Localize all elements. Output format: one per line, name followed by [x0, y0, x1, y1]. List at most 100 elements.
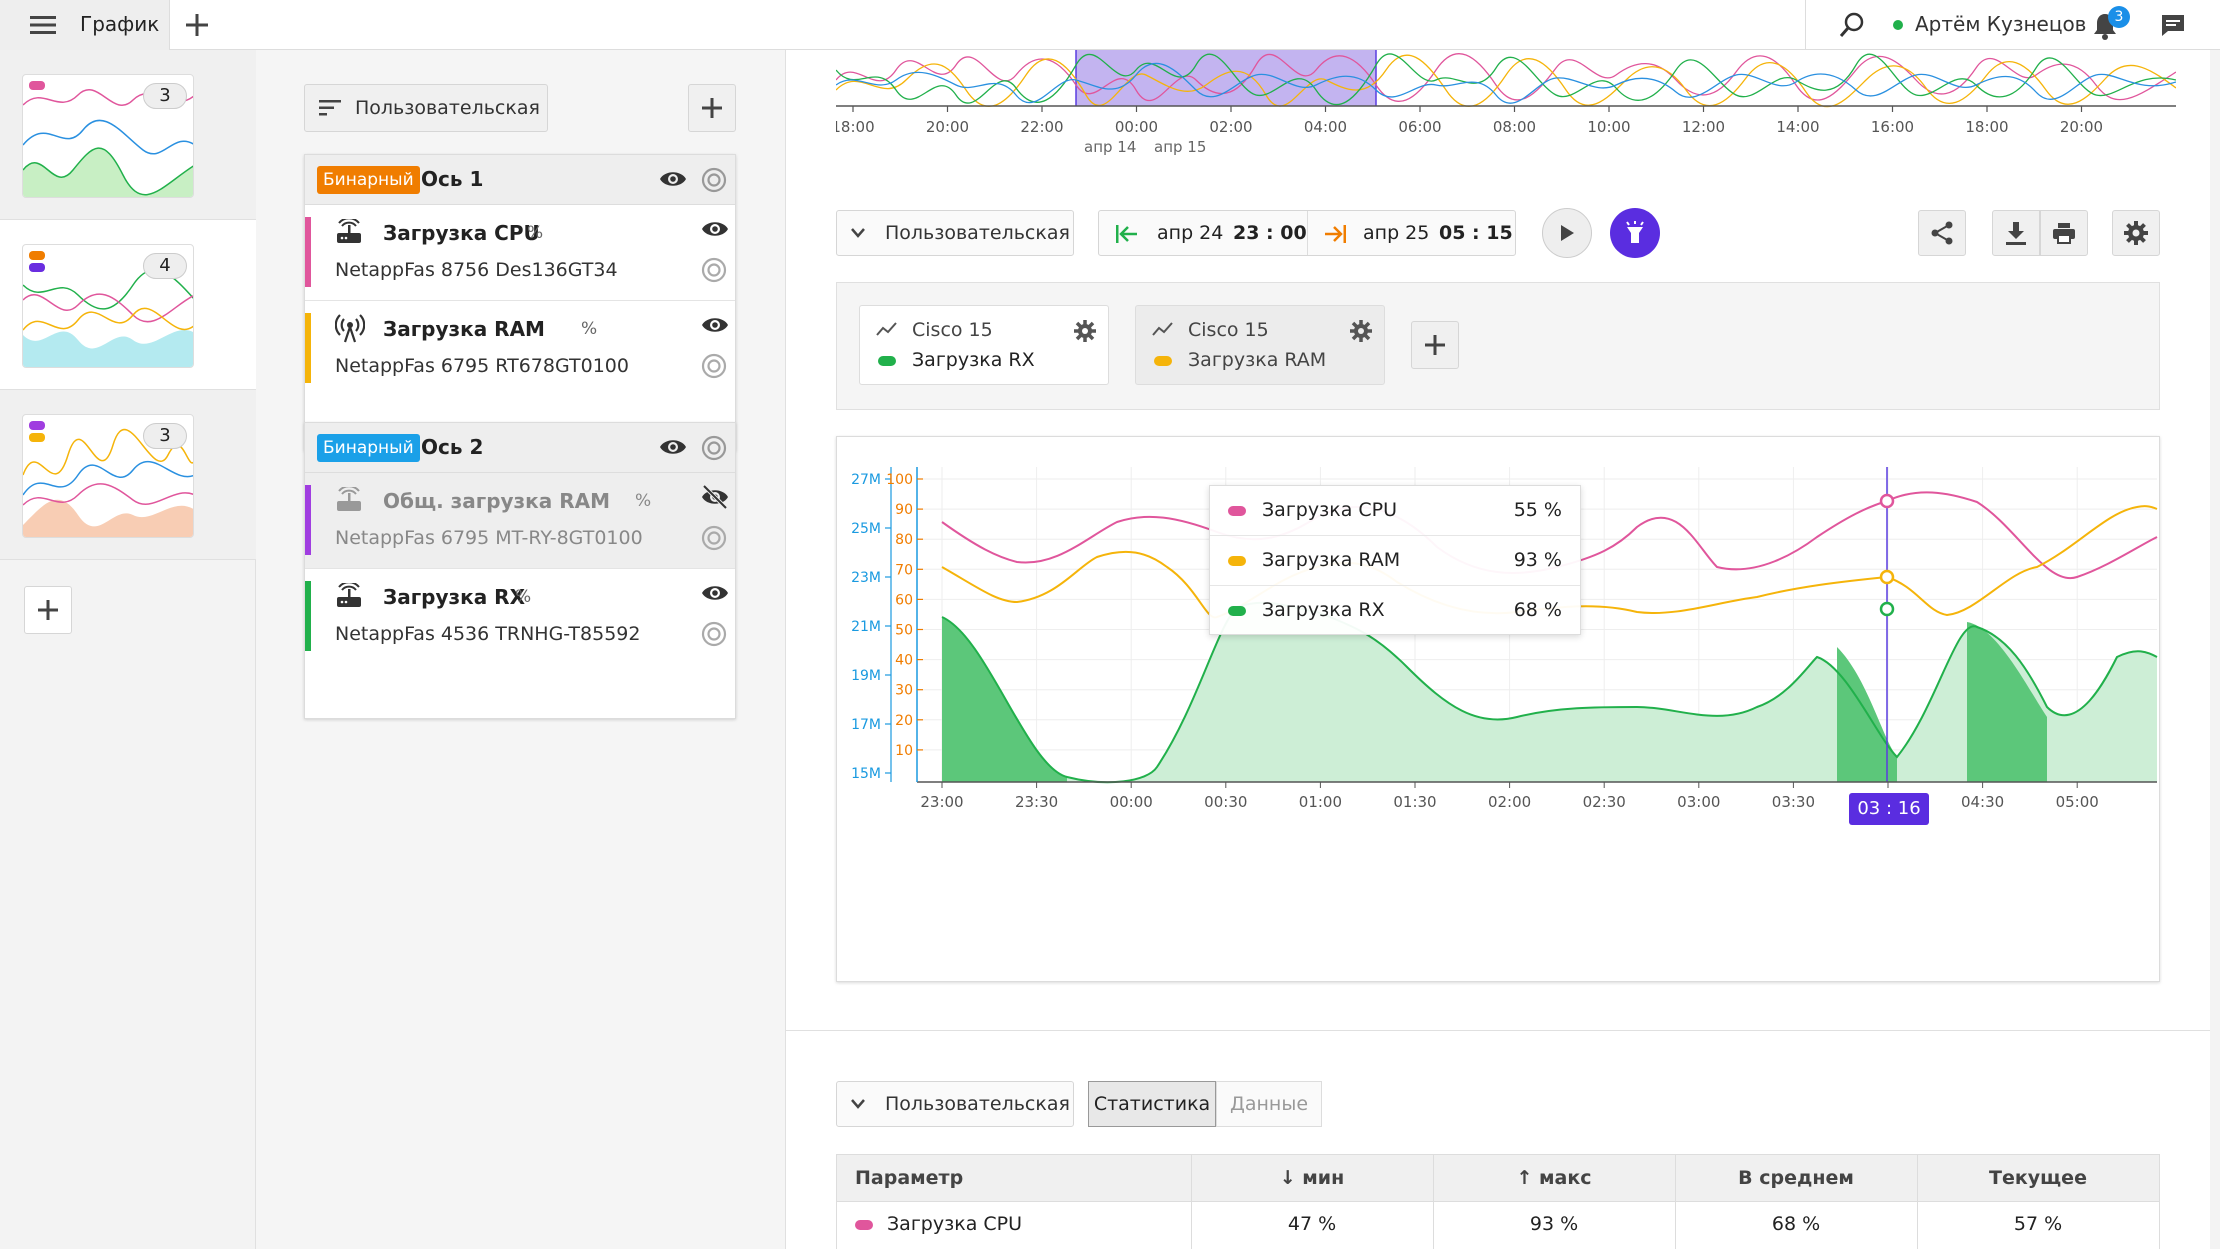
- axis-type-tag: Бинарный: [317, 434, 420, 462]
- main-chart[interactable]: 23:00 23:30 00:00 00:30 01:00 01:30 02:00 02:30…: [836, 436, 2160, 982]
- col-min[interactable]: ↓ мин: [1279, 1167, 1345, 1189]
- router-icon: [335, 487, 363, 513]
- time-range[interactable]: апр 24 23 : 00 апр 25 05 : 15: [1098, 210, 1516, 256]
- trend-icon: [876, 322, 898, 336]
- eye-icon[interactable]: [701, 315, 729, 335]
- target-icon[interactable]: [701, 353, 727, 379]
- overview-timeline[interactable]: 18:00 20:00 22:00 00:00 02:00 04:00 06:00 08:00…: [836, 50, 2176, 160]
- range-end-date[interactable]: апр 25: [1363, 222, 1430, 244]
- add-tab-icon[interactable]: [186, 14, 208, 36]
- thumbnail-chart-3[interactable]: 3: [22, 414, 194, 538]
- series-row[interactable]: Загрузка RAM % NetappFas 6795 RT678GT010…: [305, 301, 735, 397]
- overview-svg[interactable]: 18:00 20:00 22:00 00:00 02:00 04:00 06:00 08:00…: [836, 50, 2176, 160]
- search-icon[interactable]: [1838, 11, 1866, 39]
- series-color-dot: [1228, 556, 1246, 566]
- antenna-icon: [335, 313, 365, 343]
- add-series-button[interactable]: [1411, 321, 1459, 369]
- col-max[interactable]: ↑ макс: [1516, 1167, 1592, 1189]
- y-left-tick-label: 19M: [851, 668, 881, 684]
- series-card[interactable]: Cisco 15 Загрузка RX: [859, 305, 1109, 385]
- series-row-hidden[interactable]: Общ. загрузка RAM % NetappFas 6795 MT-RY…: [305, 473, 735, 569]
- tab-statistics[interactable]: Статистика: [1088, 1081, 1216, 1127]
- cursor-point-rx: [1879, 601, 1895, 617]
- user-name[interactable]: Артём Кузнецов: [1915, 12, 2087, 36]
- tooltip-row: Загрузка RAM 93 %: [1210, 536, 1580, 586]
- download-icon: [2006, 222, 2026, 245]
- series-card-metric: Загрузка RAM: [1188, 349, 1327, 371]
- main-scrollbar[interactable]: [2210, 50, 2220, 1249]
- y-left-tick-label: 27M: [851, 472, 881, 488]
- flashlight-icon: [1626, 221, 1644, 243]
- gear-icon[interactable]: [1350, 320, 1372, 342]
- x-tick-label: 00:30: [1204, 793, 1247, 811]
- highlight-button[interactable]: [1610, 208, 1660, 258]
- overview-selection[interactable]: [1076, 50, 1376, 106]
- range-start-time[interactable]: 23 : 00: [1233, 222, 1307, 244]
- series-card[interactable]: Cisco 15 Загрузка RAM: [1135, 305, 1385, 385]
- eye-icon[interactable]: [659, 437, 687, 457]
- thumbnail-count: 3: [143, 423, 187, 449]
- download-button[interactable]: [1992, 210, 2040, 256]
- view-select-button[interactable]: Пользовательская: [304, 84, 548, 132]
- overview-tick-label: 08:00: [1493, 118, 1536, 136]
- series-cards-area: Cisco 15 Загрузка RX Cisco 15 Загрузка R…: [836, 282, 2160, 410]
- thumbnail-chart-2[interactable]: 4: [22, 244, 194, 368]
- stat-param: Загрузка CPU: [887, 1213, 1023, 1235]
- overview-tick-label: 04:00: [1304, 118, 1347, 136]
- play-button[interactable]: [1542, 208, 1592, 258]
- target-icon[interactable]: [701, 257, 727, 283]
- x-tick-label: 00:00: [1110, 793, 1153, 811]
- tab-data[interactable]: Данные: [1216, 1081, 1322, 1127]
- target-icon[interactable]: [701, 525, 727, 551]
- stats-row[interactable]: Загрузка CPU 47 % 93 % 68 % 57 %: [836, 1202, 2160, 1249]
- range-end-time[interactable]: 05 : 15: [1439, 222, 1513, 244]
- x-tick-label: 01:30: [1393, 793, 1436, 811]
- axis-header: Бинарный Ось 2: [305, 423, 735, 473]
- print-button[interactable]: [2040, 210, 2088, 256]
- target-icon[interactable]: [701, 167, 727, 193]
- eye-icon[interactable]: [659, 169, 687, 189]
- series-line-cpu[interactable]: [941, 491, 2158, 580]
- series-unit: %: [581, 319, 598, 339]
- axis-title: Ось 1: [421, 167, 484, 191]
- eye-icon[interactable]: [701, 219, 729, 239]
- settings-button[interactable]: [2112, 210, 2160, 256]
- col-param[interactable]: Параметр: [855, 1167, 964, 1189]
- period-select[interactable]: Пользовательская: [836, 210, 1074, 256]
- series-unit: %: [635, 491, 652, 511]
- series-line-rx[interactable]: [941, 601, 2158, 784]
- series-color-dot: [878, 356, 896, 366]
- cursor-point-cpu: [1879, 493, 1895, 509]
- col-avg[interactable]: В среднем: [1738, 1167, 1854, 1189]
- stats-view-select[interactable]: Пользовательская: [836, 1081, 1074, 1127]
- axis-card-2: Бинарный Ось 2 Общ. загрузка RAM % Netap…: [304, 422, 736, 719]
- menu-icon[interactable]: [30, 15, 56, 35]
- thumbnail-chart-1[interactable]: 3: [22, 74, 194, 198]
- col-current[interactable]: Текущее: [1989, 1167, 2087, 1189]
- series-row[interactable]: Загрузка RX % NetappFas 4536 TRNHG-T8559…: [305, 569, 735, 665]
- target-icon[interactable]: [701, 435, 727, 461]
- tooltip-series-name: Загрузка CPU: [1262, 499, 1398, 521]
- series-color-dot: [1228, 506, 1246, 516]
- add-axis-button[interactable]: [688, 84, 736, 132]
- overview-tick-label: 14:00: [1776, 118, 1819, 136]
- tab-title: График: [80, 12, 160, 36]
- gear-icon[interactable]: [1074, 320, 1096, 342]
- eye-off-icon[interactable]: [701, 485, 729, 509]
- graph-tab[interactable]: График: [0, 0, 170, 50]
- stat-max: 93 %: [1529, 1213, 1579, 1235]
- series-device: NetappFas 4536 TRNHG-T85592: [335, 623, 641, 645]
- thumbnail-count: 3: [143, 83, 187, 109]
- y-right-tick-label: 50: [895, 623, 913, 639]
- chat-icon[interactable]: [2160, 13, 2186, 37]
- y-left-tick-label: 17M: [851, 717, 881, 733]
- gear-icon: [2124, 221, 2148, 245]
- share-button[interactable]: [1918, 210, 1966, 256]
- target-icon[interactable]: [701, 621, 727, 647]
- router-icon: [335, 219, 363, 245]
- range-start-date[interactable]: апр 24: [1157, 222, 1224, 244]
- y-right-tick-label: 60: [895, 592, 913, 608]
- series-row[interactable]: Загрузка CPU % NetappFas 8756 Des136GT34: [305, 205, 735, 301]
- eye-icon[interactable]: [701, 583, 729, 603]
- add-chart-button[interactable]: [24, 586, 72, 634]
